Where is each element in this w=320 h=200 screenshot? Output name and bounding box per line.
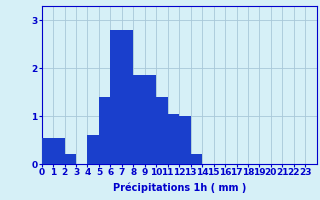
Bar: [87, 135, 99, 164]
Bar: [133, 75, 145, 164]
X-axis label: Précipitations 1h ( mm ): Précipitations 1h ( mm ): [113, 183, 246, 193]
Bar: [65, 154, 76, 164]
Bar: [156, 97, 168, 164]
Bar: [191, 154, 202, 164]
Bar: [42, 138, 53, 164]
Bar: [53, 138, 65, 164]
Bar: [145, 75, 156, 164]
Bar: [99, 97, 110, 164]
Bar: [168, 114, 179, 164]
Bar: [179, 116, 191, 164]
Bar: [122, 30, 133, 164]
Bar: [110, 30, 122, 164]
